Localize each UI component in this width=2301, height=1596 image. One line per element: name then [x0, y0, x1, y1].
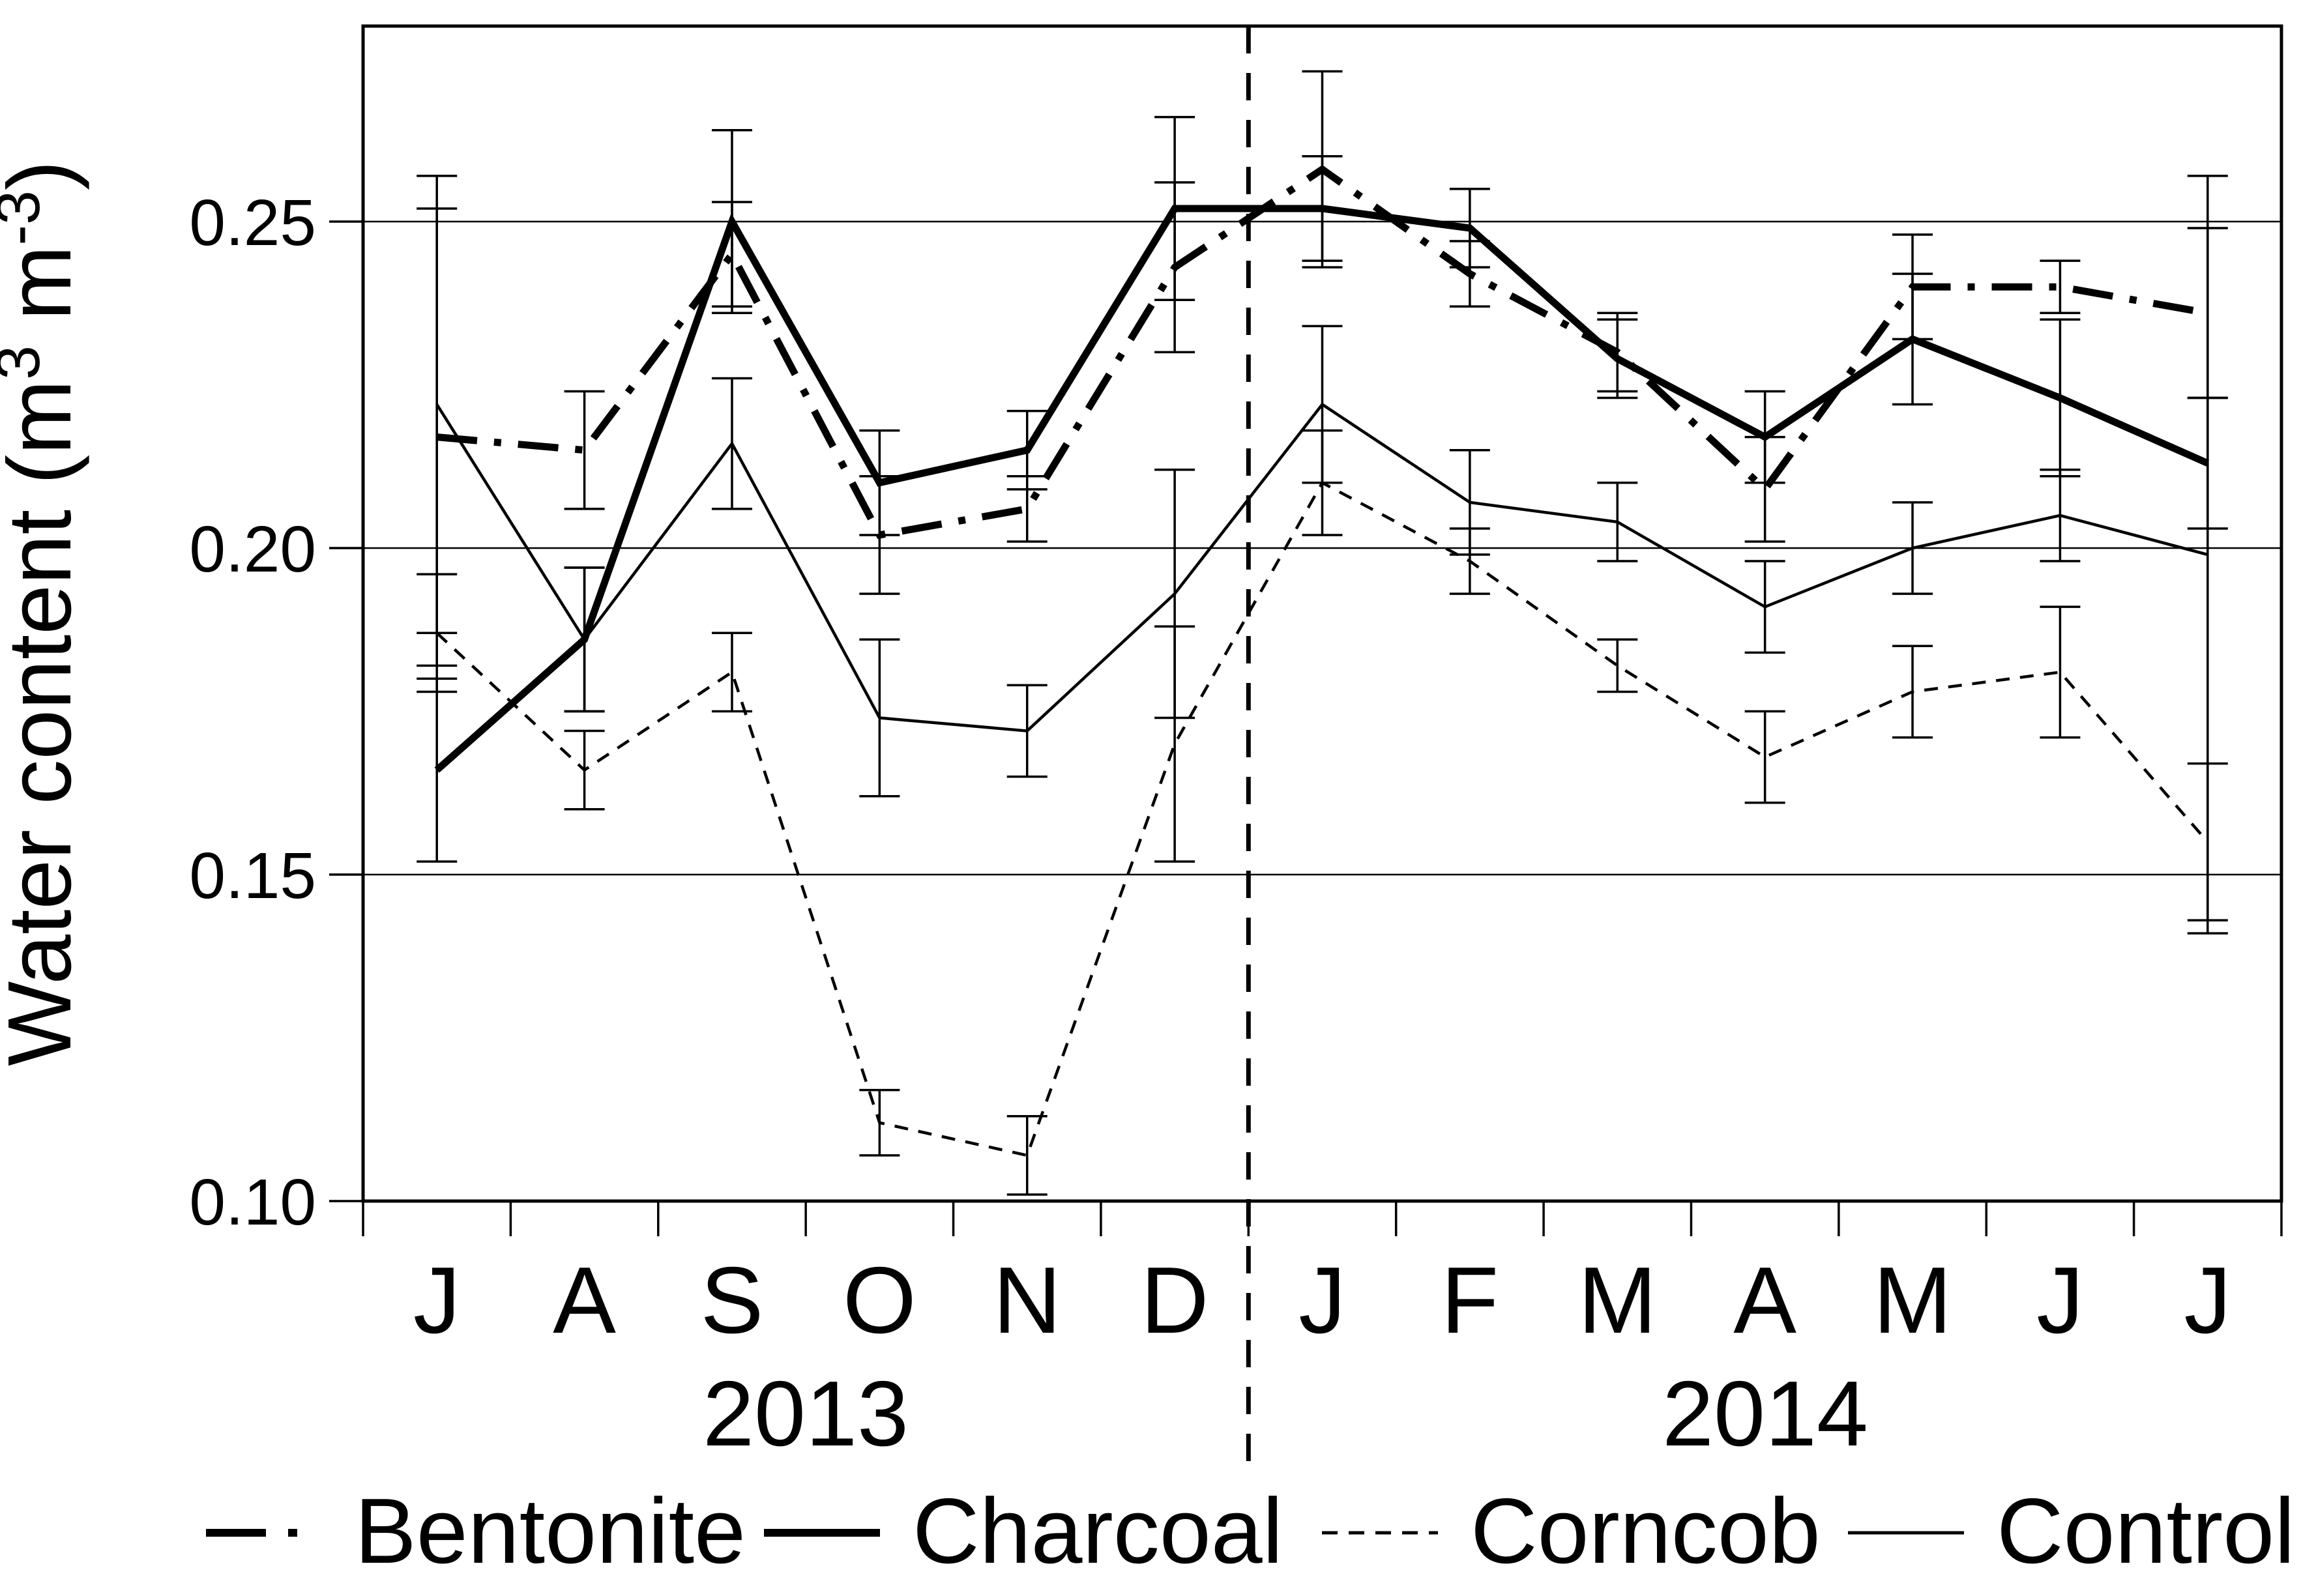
month-label: J [2184, 1247, 2232, 1353]
month-label: J [1298, 1247, 1346, 1353]
month-label: S [701, 1247, 764, 1353]
error-bar-corncob [1744, 710, 1785, 804]
legend: Bentonite Charcoal Corncob Control [206, 1479, 2295, 1583]
y-axis-ticks [329, 220, 363, 1202]
y-tick-label: 0.20 [189, 513, 316, 586]
error-bar-corncob [1597, 638, 1638, 693]
legend-label-control: Control [1997, 1479, 2295, 1583]
series-line-corncob [435, 480, 2209, 1157]
month-label: N [993, 1247, 1061, 1353]
month-label: J [413, 1247, 461, 1353]
legend-label-bentonite: Bentonite [355, 1479, 746, 1583]
month-label: F [1441, 1247, 1499, 1353]
error-bar-corncob [711, 631, 752, 713]
legend-label-charcoal: Charcoal [913, 1479, 1283, 1583]
month-label: A [1733, 1247, 1796, 1353]
plot-frame [361, 24, 2283, 1203]
error-bar-bentonite [2040, 259, 2081, 315]
error-bar-corncob [2040, 605, 2081, 739]
series-lines [434, 165, 2210, 1157]
y-tick-label: 0.15 [189, 839, 316, 912]
month-label: O [843, 1247, 916, 1353]
month-label: D [1141, 1247, 1209, 1353]
error-bar-corncob [1006, 1114, 1048, 1196]
y-tick-label: 0.10 [189, 1166, 316, 1239]
series-line-control [435, 402, 2208, 733]
year-label-2014: 2014 [1662, 1362, 1868, 1466]
legend-label-corncob: Corncob [1471, 1479, 1821, 1583]
month-label: M [1873, 1247, 1952, 1353]
y-axis-tick-labels: 0.25 0.20 0.15 0.10 [189, 186, 316, 1239]
error-bars [417, 70, 2228, 1196]
y-axis-title: Water content (m3 m-3) [0, 160, 90, 1066]
series-line-charcoal [434, 205, 2210, 773]
month-label: M [1578, 1247, 1657, 1353]
gridlines [363, 220, 2281, 876]
y-tick-label: 0.25 [189, 186, 316, 259]
error-bar-bentonite [564, 390, 605, 510]
month-label: J [2036, 1247, 2084, 1353]
month-label: A [553, 1247, 616, 1353]
x-axis-ticks [362, 1201, 2283, 1236]
series-line-bentonite [436, 165, 2208, 540]
year-label-2013: 2013 [703, 1362, 909, 1466]
